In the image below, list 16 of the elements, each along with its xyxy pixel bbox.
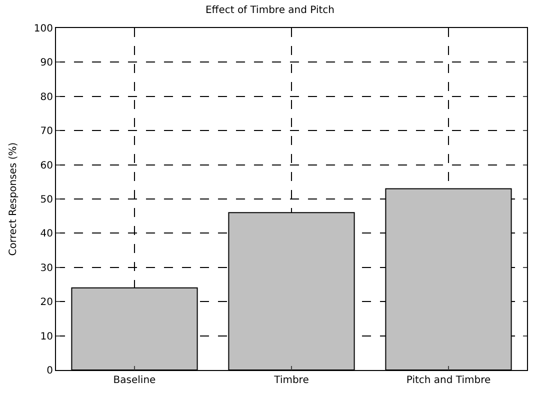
y-tick-label: 30	[40, 262, 53, 274]
x-tick-label: Baseline	[113, 375, 156, 386]
chart-title: Effect of Timbre and Pitch	[205, 5, 335, 16]
y-tick-label: 90	[40, 58, 53, 69]
y-tick-label: 40	[40, 228, 53, 240]
y-tick-label: 20	[40, 297, 53, 308]
y-tick-label: 50	[40, 194, 53, 206]
x-tick-label: Pitch and Timbre	[406, 375, 491, 386]
y-tick-label: 10	[40, 331, 53, 342]
y-tick-label: 70	[40, 126, 53, 138]
y-tick-label: 100	[34, 24, 53, 34]
y-tick-label: 60	[40, 160, 53, 172]
y-tick-label: 80	[40, 92, 53, 103]
y-axis-title: Correct Responses (%)	[8, 142, 19, 256]
y-tick-label: 0	[46, 366, 53, 376]
x-tick-label: Timbre	[273, 375, 309, 386]
